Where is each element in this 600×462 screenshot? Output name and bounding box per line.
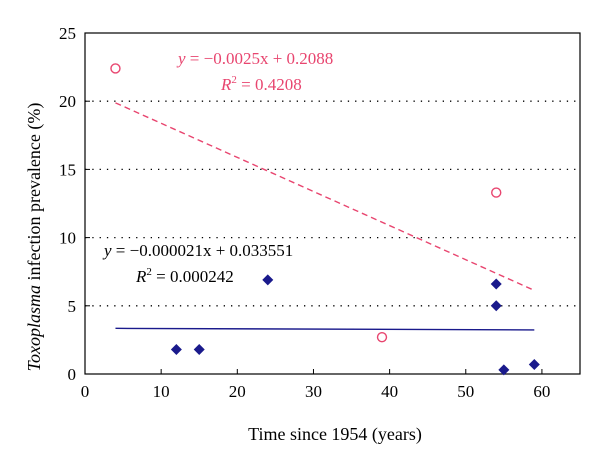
x-tick-label: 40: [381, 382, 398, 401]
y-axis-label: Toxoplasma infection prevalence (%): [24, 103, 45, 372]
navy-r2-sup: 2: [146, 266, 152, 278]
x-tick-label: 60: [533, 382, 550, 401]
navy-r2-r: R: [135, 267, 147, 286]
trend-lines: [115, 102, 535, 331]
diamond-point: [170, 343, 182, 355]
navy-r2-rhs: = 0.000242: [152, 267, 234, 286]
pink-r2-r: R: [220, 75, 232, 94]
y-tick-label: 25: [59, 24, 76, 43]
trend-line-2: [115, 327, 535, 331]
axis-ticks: 0 10 20 30 40 50 60 0 5 10 15 20 25: [59, 24, 550, 401]
y-axis-label-italic: Toxoplasma: [24, 285, 44, 371]
navy-eq-y: y: [102, 241, 112, 260]
diamond-point: [490, 278, 502, 290]
x-tick-label: 10: [153, 382, 170, 401]
navy-trend-equation: y = −0.000021x + 0.033551: [102, 241, 293, 260]
pink-trend-equation: y = −0.0025x + 0.2088: [176, 49, 333, 68]
x-tick-label: 0: [81, 382, 90, 401]
y-tick-label: 0: [68, 365, 77, 384]
plot-frame: [84, 32, 581, 375]
trend-line-1: [115, 102, 535, 292]
x-tick-label: 50: [457, 382, 474, 401]
pink-trend-r2: R2 = 0.4208: [220, 74, 302, 94]
pink-eq-y: y: [176, 49, 186, 68]
y-tick-label: 15: [59, 160, 76, 179]
circle-point: [110, 63, 121, 74]
y-tick-label: 5: [68, 297, 77, 316]
y-axis-label-rest: infection prevalence (%): [24, 103, 45, 285]
pink-r2-sup: 2: [231, 74, 237, 86]
circle-point: [491, 187, 502, 198]
pink-eq-rhs: = −0.0025x + 0.2088: [186, 49, 334, 68]
x-tick-label: 20: [229, 382, 246, 401]
diamond-point: [528, 358, 540, 370]
diamond-point: [498, 364, 510, 376]
diamond-point: [193, 343, 205, 355]
diamond-point: [490, 300, 502, 312]
x-tick-label: 30: [305, 382, 322, 401]
navy-eq-rhs: = −0.000021x + 0.033551: [112, 241, 294, 260]
x-axis-label: Time since 1954 (years): [248, 424, 422, 445]
circle-point: [376, 331, 388, 343]
y-tick-label: 20: [59, 92, 76, 111]
pink-r2-rhs: = 0.4208: [237, 75, 302, 94]
y-tick-label: 10: [59, 229, 76, 248]
navy-trend-r2: R2 = 0.000242: [135, 266, 234, 286]
data-points: [110, 63, 540, 376]
diamond-point: [262, 274, 274, 286]
